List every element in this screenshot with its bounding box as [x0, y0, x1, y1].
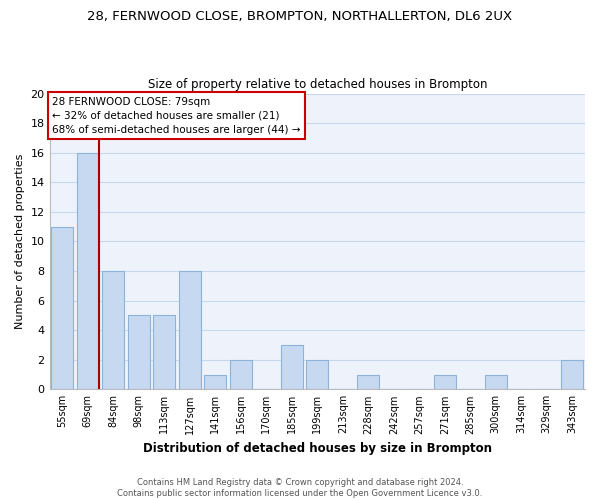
Bar — [281, 345, 302, 390]
Bar — [77, 152, 98, 390]
Text: 28 FERNWOOD CLOSE: 79sqm
← 32% of detached houses are smaller (21)
68% of semi-d: 28 FERNWOOD CLOSE: 79sqm ← 32% of detach… — [52, 96, 301, 134]
Bar — [205, 374, 226, 390]
Text: 28, FERNWOOD CLOSE, BROMPTON, NORTHALLERTON, DL6 2UX: 28, FERNWOOD CLOSE, BROMPTON, NORTHALLER… — [88, 10, 512, 23]
Bar — [154, 316, 175, 390]
Bar — [230, 360, 251, 390]
Text: Contains HM Land Registry data © Crown copyright and database right 2024.
Contai: Contains HM Land Registry data © Crown c… — [118, 478, 482, 498]
Bar — [485, 374, 506, 390]
Bar — [562, 360, 583, 390]
Bar — [307, 360, 328, 390]
Bar — [434, 374, 455, 390]
Bar — [128, 316, 149, 390]
Y-axis label: Number of detached properties: Number of detached properties — [15, 154, 25, 329]
Bar — [103, 271, 124, 390]
Title: Size of property relative to detached houses in Brompton: Size of property relative to detached ho… — [148, 78, 487, 91]
X-axis label: Distribution of detached houses by size in Brompton: Distribution of detached houses by size … — [143, 442, 492, 455]
Bar — [52, 226, 73, 390]
Bar — [358, 374, 379, 390]
Bar — [179, 271, 200, 390]
